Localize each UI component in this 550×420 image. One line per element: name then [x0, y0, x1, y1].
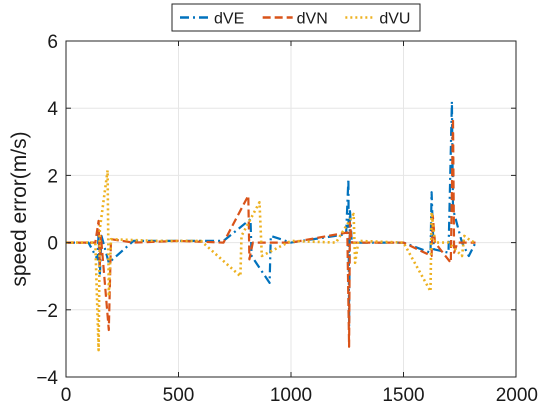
legend-label-dVE: dVE [214, 11, 244, 28]
series-line-dVE [66, 100, 477, 328]
legend-label-dVN: dVN [297, 11, 328, 28]
tick-labels: 0 500 1000 1500 2000 −4 −2 0 2 4 6 [36, 32, 538, 406]
y-tick-label: 6 [47, 32, 58, 53]
x-tick-label: 0 [61, 385, 72, 406]
x-tick-label: 1500 [382, 385, 424, 406]
x-tick-label: 2000 [496, 385, 538, 406]
legend: dVE dVN dVU [171, 3, 421, 32]
x-tick-label: 1000 [270, 385, 312, 406]
legend-box [171, 3, 421, 32]
y-tick-label: 2 [47, 166, 58, 187]
series-layer [66, 100, 477, 352]
y-tick-label: −2 [36, 301, 58, 322]
series-line-dVU [66, 169, 476, 352]
series-line-dVN [66, 117, 476, 348]
legend-label-dVU: dVU [379, 11, 410, 28]
x-tick-label: 500 [163, 385, 195, 406]
grid-lines [66, 41, 516, 377]
y-tick-label: 0 [47, 234, 58, 255]
axis-ticks [65, 40, 517, 378]
y-tick-label: 4 [47, 99, 58, 120]
y-axis-title: speed error(m/s) [8, 131, 31, 286]
y-tick-label: −4 [36, 368, 58, 389]
